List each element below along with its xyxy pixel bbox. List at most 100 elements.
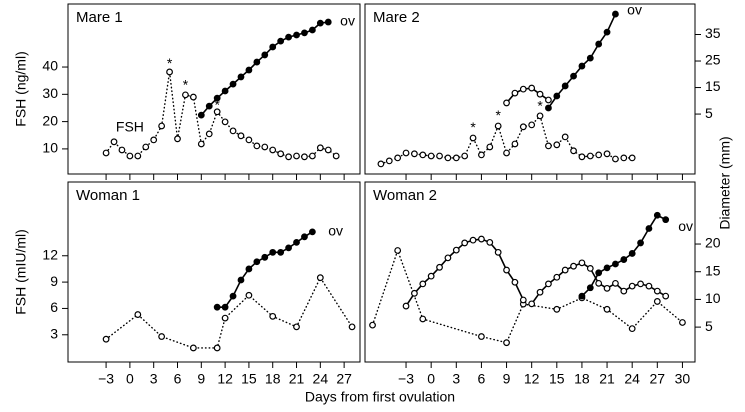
point bbox=[662, 216, 670, 224]
point bbox=[620, 256, 628, 263]
x-tick-label: 12 bbox=[217, 371, 233, 387]
point bbox=[545, 280, 552, 288]
point bbox=[603, 28, 611, 36]
point bbox=[182, 91, 189, 99]
point bbox=[545, 142, 552, 150]
x-tick-label: 15 bbox=[549, 371, 565, 387]
point bbox=[561, 266, 569, 274]
annotation: ov bbox=[328, 223, 343, 239]
point bbox=[436, 152, 443, 160]
solid-line bbox=[200, 21, 329, 116]
x-tick-label: 0 bbox=[126, 371, 134, 387]
y-axis-label: FSH (ng/ml) bbox=[13, 51, 29, 126]
x-tick-label: 18 bbox=[265, 371, 281, 387]
point bbox=[394, 154, 402, 162]
point bbox=[316, 19, 324, 27]
y-axis-label: FSH (mIU/ml) bbox=[13, 229, 29, 315]
y-tick-label: 30 bbox=[42, 85, 58, 101]
y-tick-label: 12 bbox=[42, 246, 58, 262]
point bbox=[174, 135, 181, 143]
point bbox=[166, 68, 173, 76]
point bbox=[662, 292, 670, 300]
point bbox=[332, 152, 340, 160]
point bbox=[553, 141, 561, 149]
point bbox=[301, 29, 308, 37]
annotation: FSH bbox=[116, 119, 144, 135]
point bbox=[402, 149, 410, 157]
point bbox=[245, 136, 253, 144]
x-tick-label: 27 bbox=[650, 371, 666, 387]
y-tick-label: 10 bbox=[42, 140, 58, 156]
point bbox=[308, 228, 316, 236]
point bbox=[293, 238, 300, 246]
point bbox=[561, 133, 569, 141]
point bbox=[578, 259, 586, 267]
point bbox=[595, 279, 603, 287]
y2-tick-label: 5 bbox=[705, 318, 713, 334]
x-tick-label: 18 bbox=[574, 371, 590, 387]
point bbox=[612, 155, 619, 163]
point bbox=[427, 152, 435, 160]
x-tick-label: 9 bbox=[503, 371, 511, 387]
y2-tick-label: 35 bbox=[705, 25, 721, 41]
x-tick-label: 3 bbox=[150, 371, 158, 387]
y2-tick-label: 15 bbox=[705, 78, 721, 94]
point bbox=[377, 160, 385, 168]
point bbox=[277, 37, 285, 45]
y2-tick-label: 5 bbox=[705, 105, 713, 121]
point bbox=[134, 152, 142, 160]
point bbox=[469, 236, 477, 244]
point bbox=[253, 58, 261, 66]
x-tick-label: 6 bbox=[174, 371, 182, 387]
point bbox=[411, 289, 418, 297]
y2-tick-label: 25 bbox=[705, 52, 721, 68]
x-tick-label: 12 bbox=[524, 371, 540, 387]
x-tick-label: 3 bbox=[452, 371, 460, 387]
point bbox=[419, 151, 427, 159]
point bbox=[603, 284, 611, 292]
y2-axis-label: Diameter (mm) bbox=[717, 136, 733, 229]
point bbox=[237, 276, 245, 284]
point bbox=[221, 314, 229, 322]
point bbox=[316, 274, 324, 282]
point bbox=[110, 138, 118, 146]
point bbox=[486, 238, 494, 246]
point bbox=[293, 152, 300, 160]
point bbox=[452, 154, 460, 162]
point bbox=[586, 54, 594, 62]
solid-line bbox=[581, 214, 667, 297]
y-tick-label: 6 bbox=[50, 299, 58, 315]
point bbox=[511, 89, 519, 97]
point bbox=[595, 40, 603, 48]
point bbox=[293, 323, 300, 331]
annotation: * bbox=[214, 96, 220, 112]
point bbox=[570, 262, 577, 270]
y-tick-label: 40 bbox=[42, 58, 58, 74]
point bbox=[126, 152, 134, 160]
point bbox=[536, 90, 544, 98]
point bbox=[394, 247, 402, 254]
panel-title: Mare 2 bbox=[373, 9, 420, 26]
point bbox=[436, 263, 443, 271]
dotted-line bbox=[105, 71, 337, 158]
annotation: * bbox=[495, 107, 501, 123]
point bbox=[213, 303, 221, 311]
point bbox=[269, 312, 277, 320]
x-tick-label: 6 bbox=[478, 371, 486, 387]
point bbox=[245, 66, 253, 74]
point bbox=[213, 344, 221, 352]
y-tick-label: 3 bbox=[50, 325, 58, 341]
y2-tick-label: 20 bbox=[705, 235, 721, 251]
y2-tick-label: 15 bbox=[705, 262, 721, 278]
panel-frame bbox=[364, 3, 696, 175]
point bbox=[494, 248, 502, 256]
point bbox=[444, 154, 452, 162]
panel-title: Woman 2 bbox=[373, 187, 437, 204]
point bbox=[603, 264, 611, 272]
point bbox=[503, 99, 510, 107]
point bbox=[301, 233, 308, 241]
point bbox=[402, 302, 410, 310]
panel-title: Mare 1 bbox=[76, 9, 123, 26]
point bbox=[285, 153, 292, 161]
